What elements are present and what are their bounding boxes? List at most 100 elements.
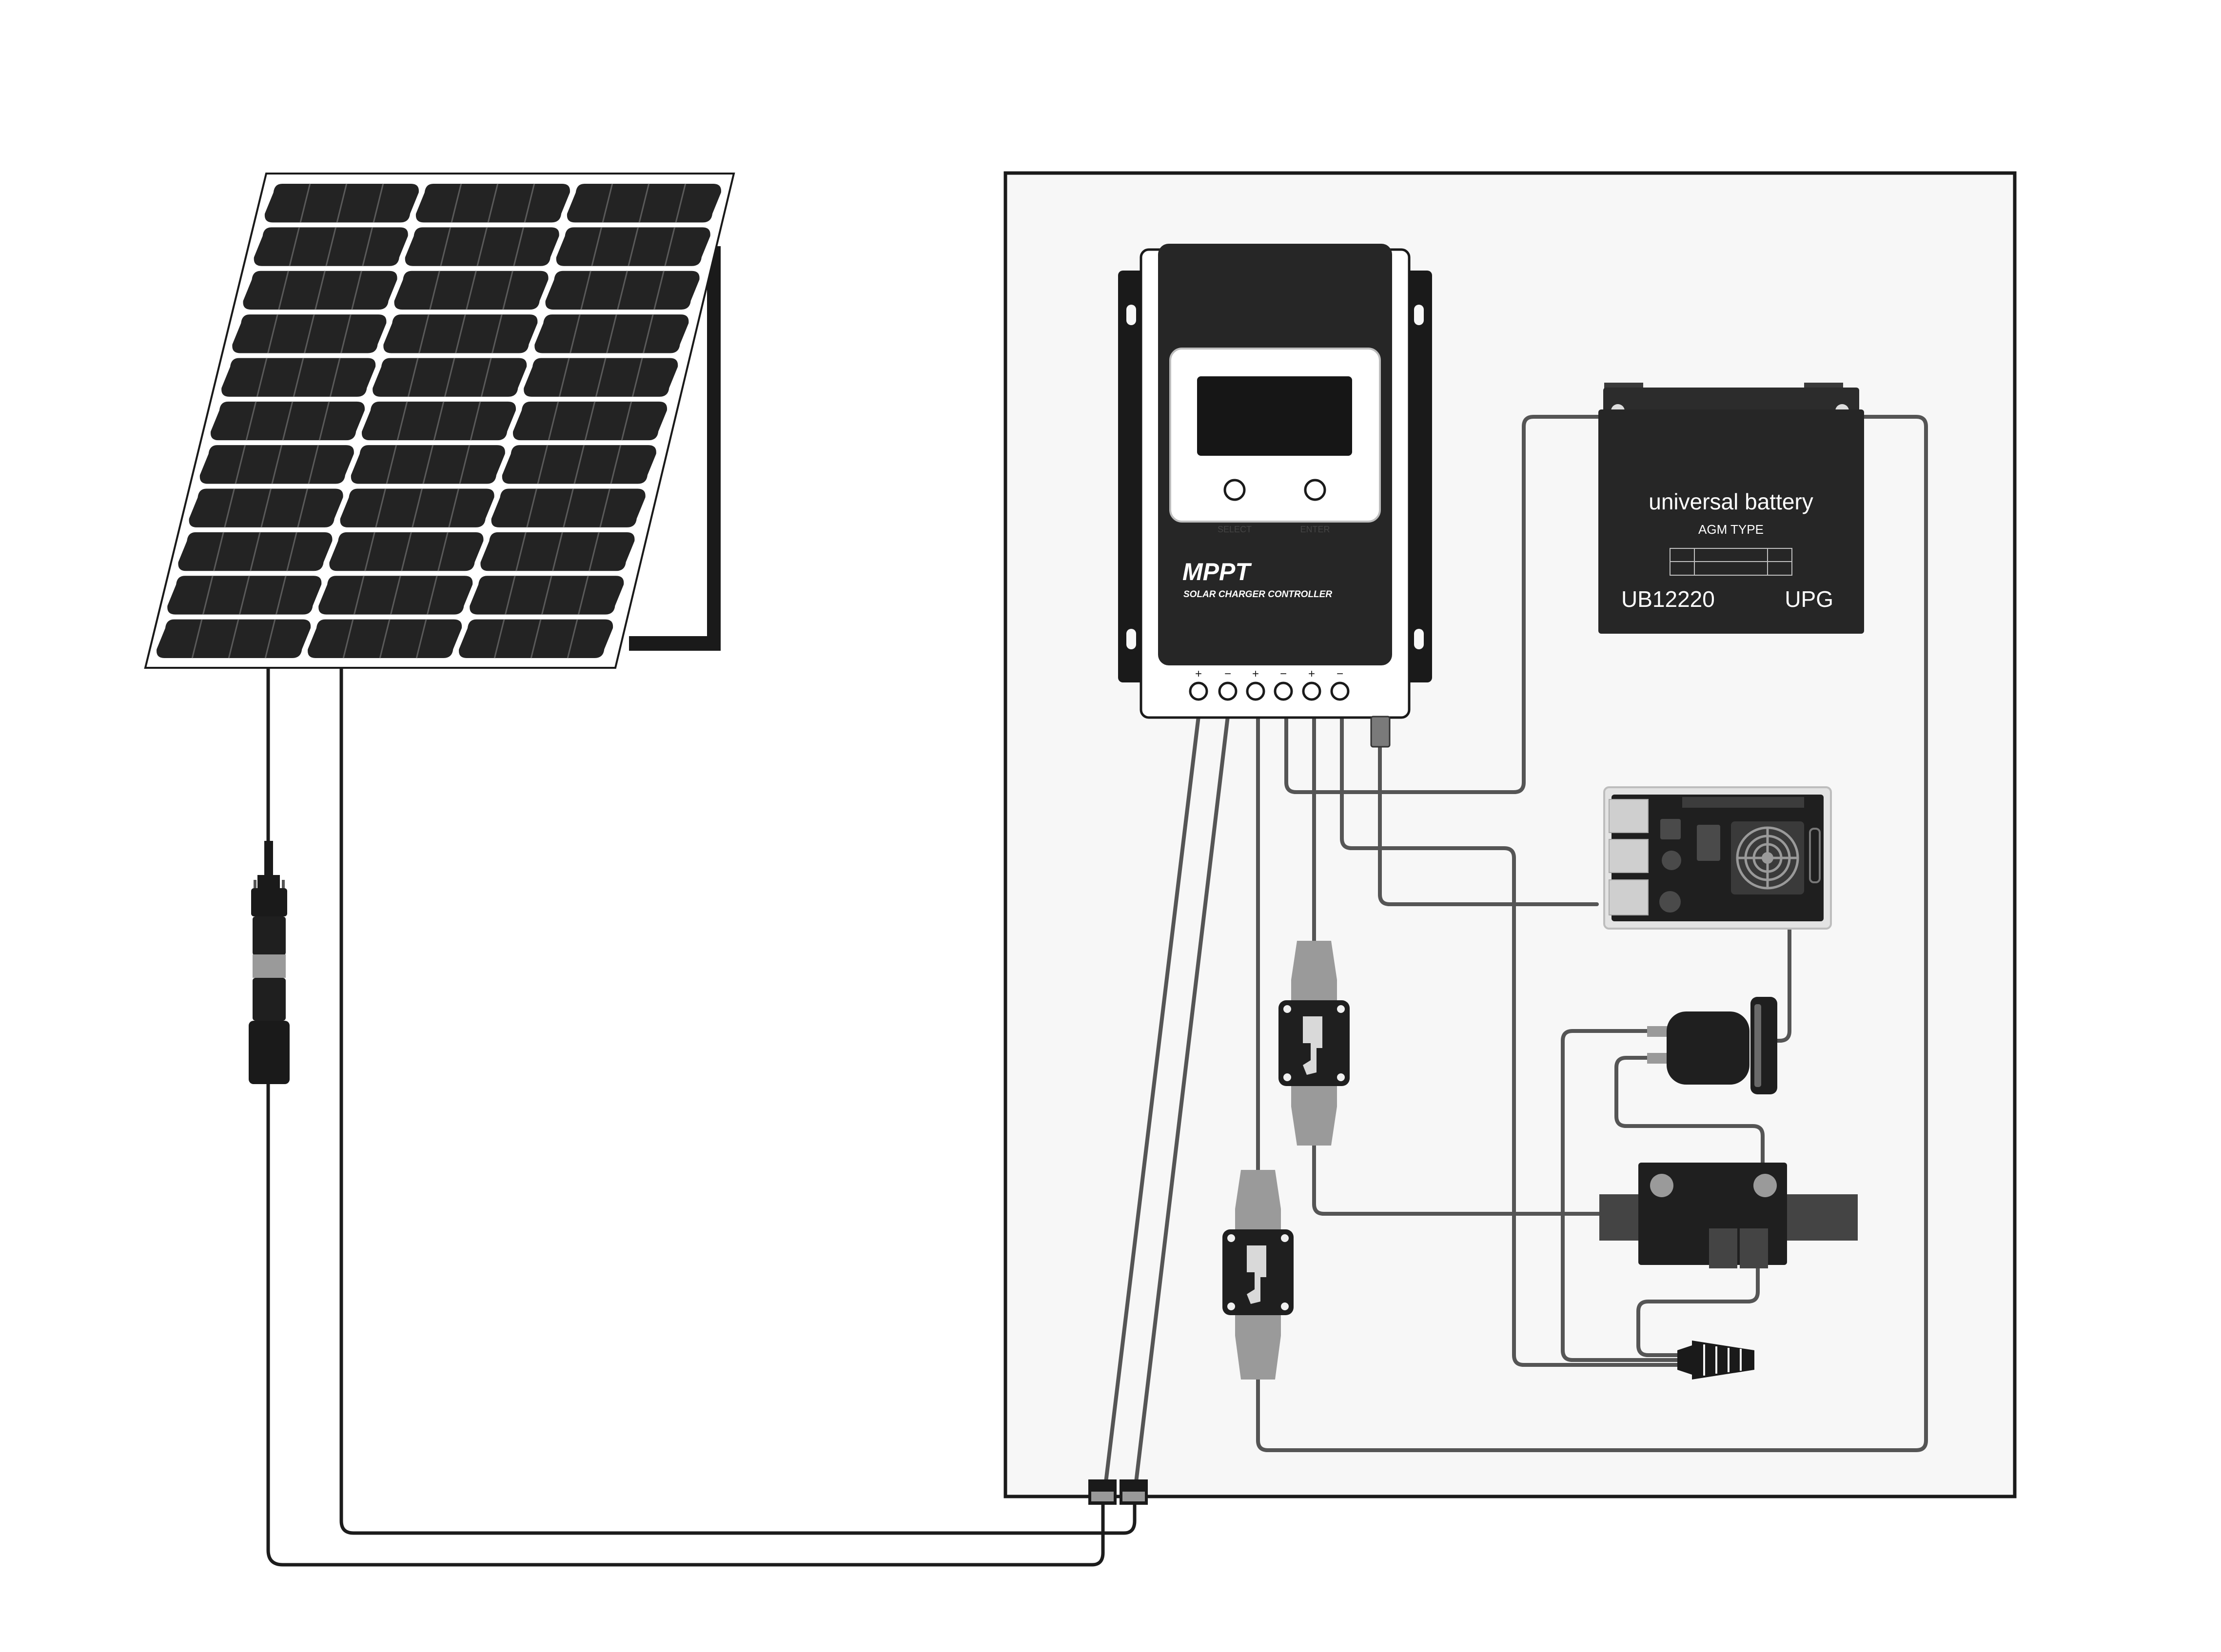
solar-cell-divider <box>524 183 535 223</box>
solar-cell-divider <box>664 227 676 267</box>
solar-cell-divider <box>567 619 578 659</box>
solar-cell-divider <box>293 358 304 397</box>
solar-cell-divider <box>325 227 337 267</box>
controller-brand: MPPT <box>1182 558 1252 585</box>
solar-cell-divider <box>493 619 505 659</box>
solar-panel <box>144 173 735 669</box>
solar-cell-divider <box>386 445 397 484</box>
solar-cell-divider <box>444 358 455 397</box>
solar-cell-divider <box>515 532 527 571</box>
battery-type: AGM TYPE <box>1698 522 1764 537</box>
solar-cell-divider <box>589 532 600 571</box>
solar-cell-divider <box>329 358 341 397</box>
controller-lcd-screen <box>1197 376 1352 456</box>
solar-cell-divider <box>415 619 427 659</box>
solar-cell-divider <box>537 445 549 484</box>
solar-cell-divider <box>426 575 438 615</box>
solar-cell-divider <box>466 271 477 310</box>
solar-cell-divider <box>375 488 386 528</box>
solar-cell-divider <box>282 401 294 441</box>
solar-cell-divider <box>577 575 589 615</box>
solar-cell-divider <box>451 183 462 223</box>
solar-cell-divider <box>342 619 354 659</box>
solar-cell-divider <box>353 575 365 615</box>
solar-cell-divider <box>595 358 607 397</box>
solar-cell-divider <box>250 532 261 571</box>
solar-cell-divider <box>573 445 585 484</box>
solar-cell-divider <box>373 183 384 223</box>
solar-cell-divider <box>336 183 348 223</box>
solar-cell-divider <box>429 271 440 310</box>
usb-port <box>1370 716 1391 748</box>
battery-model: UB12220 <box>1621 586 1715 612</box>
12v-socket <box>1647 997 1777 1094</box>
solar-cell-divider <box>318 401 330 441</box>
raspberry-pi-enclosure <box>1603 786 1832 930</box>
battery-spec-table <box>1670 548 1792 576</box>
solar-cell-divider <box>362 227 373 267</box>
solar-cell-divider <box>304 314 315 353</box>
solar-cell-divider <box>433 401 445 441</box>
circuit-breaker-1 <box>1278 941 1350 1146</box>
solar-cell-divider <box>396 401 408 441</box>
select-button[interactable] <box>1223 479 1246 501</box>
solar-cell-divider <box>638 183 650 223</box>
solar-cell-divider <box>228 619 239 659</box>
solar-cell-divider <box>628 227 639 267</box>
solar-cell-divider <box>552 532 563 571</box>
solar-cell-divider <box>455 314 466 353</box>
inline-fuse-holder <box>249 841 290 1084</box>
solar-cell-divider <box>275 575 287 615</box>
solar-cell-divider <box>351 271 362 310</box>
solar-cell-divider <box>504 575 516 615</box>
solar-cell-divider <box>491 314 503 353</box>
solar-cell-divider <box>379 619 391 659</box>
battery-shunt <box>1599 1163 1858 1268</box>
terminal-sign: − <box>1224 667 1231 680</box>
solar-cell-divider <box>418 314 430 353</box>
solar-cell-divider <box>297 488 308 528</box>
solar-cell-divider <box>459 445 471 484</box>
solar-cell-divider <box>238 575 250 615</box>
solar-cell-divider <box>278 271 289 310</box>
terminal-sign: − <box>1337 667 1343 680</box>
solar-cell-divider <box>643 314 654 353</box>
solar-cell-divider <box>470 401 481 441</box>
solar-cell-divider <box>580 271 591 310</box>
solar-cell-divider <box>548 401 559 441</box>
circuit-breaker-2 <box>1222 1170 1294 1380</box>
bulkhead-connectors <box>1088 1479 1148 1505</box>
solar-cell-divider <box>563 488 574 528</box>
terminal-sign: + <box>1195 667 1202 680</box>
solar-cell-divider <box>541 575 552 615</box>
panel-stand <box>629 246 721 651</box>
solar-cell-divider <box>526 488 537 528</box>
solar-cell-divider <box>606 314 617 353</box>
controller-subtitle: SOLAR CHARGER CONTROLLER <box>1183 589 1332 600</box>
battery-title: universal battery <box>1649 489 1813 514</box>
solar-cell-divider <box>653 271 665 310</box>
solar-cell-divider <box>591 227 603 267</box>
solar-cell-divider <box>631 358 643 397</box>
solar-cell-divider <box>448 488 459 528</box>
solar-cell-divider <box>191 619 203 659</box>
terminal-sign: − <box>1280 667 1287 680</box>
solar-cell-divider <box>675 183 687 223</box>
wire-nut <box>1677 1341 1754 1380</box>
controller-flange-left <box>1118 271 1145 682</box>
solar-cell-divider <box>476 227 488 267</box>
solar-cell-divider <box>202 575 214 615</box>
solar-cell-divider <box>412 488 423 528</box>
solar-cell-divider <box>440 227 452 267</box>
solar-cell-divider <box>260 488 272 528</box>
solar-cell-divider <box>256 358 268 397</box>
solar-cell-divider <box>271 445 283 484</box>
solar-cell-divider <box>340 314 352 353</box>
solar-cell-divider <box>286 532 297 571</box>
solar-cell-divider <box>224 488 235 528</box>
panel-cells <box>157 183 721 659</box>
enter-button[interactable] <box>1304 479 1326 501</box>
solar-cell-divider <box>407 358 419 397</box>
terminal-screws <box>1189 681 1350 701</box>
panel-cables <box>266 667 1137 1567</box>
